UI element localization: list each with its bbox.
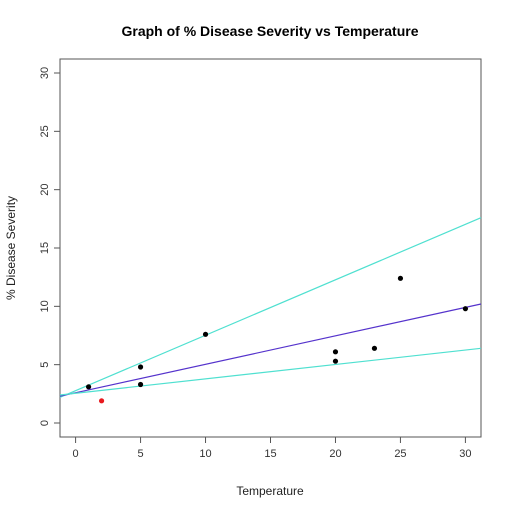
x-axis-label: Temperature — [236, 484, 304, 498]
y-tick-label: 0 — [39, 420, 51, 426]
trend-line-3 — [59, 347, 482, 396]
x-tick-label: 0 — [73, 448, 79, 460]
chart-title: Graph of % Disease Severity vs Temperatu… — [122, 23, 419, 39]
data-point — [202, 331, 209, 337]
data-point — [397, 275, 404, 281]
data-point — [462, 306, 469, 312]
y-tick-label: 15 — [39, 242, 51, 254]
data-point — [332, 349, 339, 355]
data-point — [85, 384, 92, 390]
trend-line-1 — [59, 217, 482, 398]
x-tick-label: 15 — [264, 448, 276, 460]
data-point — [98, 398, 105, 404]
x-tick-label: 20 — [329, 448, 341, 460]
plot-frame — [59, 58, 482, 438]
x-tick-label: 25 — [394, 448, 406, 460]
plot-area: 0 5 10 15 20 25 30 0 5 10 15 20 25 30 — [39, 58, 482, 460]
y-axis-label: % Disease Severity — [4, 196, 18, 300]
data-point — [371, 345, 378, 351]
data-point — [137, 381, 144, 388]
y-tick-label: 20 — [39, 184, 51, 196]
y-tick-label: 25 — [39, 125, 51, 137]
y-tick-label: 10 — [39, 300, 51, 312]
trend-line-2 — [59, 303, 482, 397]
y-tick-label: 5 — [39, 362, 51, 368]
data-point — [137, 364, 144, 370]
y-tick-label: 30 — [39, 67, 51, 79]
x-tick-label: 30 — [459, 448, 471, 460]
data-point — [332, 358, 339, 364]
x-tick-label: 5 — [137, 448, 143, 460]
x-tick-label: 10 — [199, 448, 211, 460]
